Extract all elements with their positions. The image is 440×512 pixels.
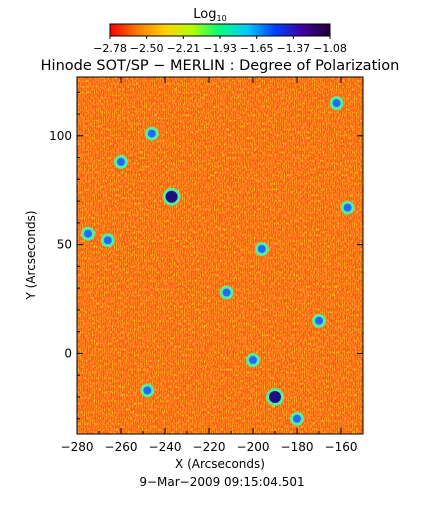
colorbar-ticks: −2.78 −2.50 −2.21 −1.93 −1.65 −1.37 −1.08 [93, 36, 347, 55]
feature-spot [165, 190, 178, 203]
colorbar [109, 23, 331, 37]
x-tick-label: −240 [149, 440, 182, 454]
plot-frame [76, 76, 364, 435]
feature-spot [332, 99, 341, 108]
feature-spot [143, 386, 152, 395]
x-tick-label: −160 [325, 440, 358, 454]
footer-timestamp: 9−Mar−2009 09:15:04.501 [139, 475, 304, 489]
colorbar-tick-label: −2.50 [130, 42, 164, 55]
x-tick-label: −260 [105, 440, 138, 454]
feature-spot [269, 390, 281, 403]
x-tick-label: −180 [281, 440, 314, 454]
feature-spot [293, 414, 301, 423]
y-tick-label: 0 [64, 346, 72, 360]
colorbar-tick-label: −1.37 [276, 42, 310, 55]
feature-spot [84, 229, 92, 238]
chart-title: Hinode SOT/SP − MERLIN : Degree of Polar… [41, 58, 400, 74]
x-tick-label: −200 [237, 440, 270, 454]
feature-spot [117, 157, 125, 166]
y-tick-label: 50 [57, 238, 72, 252]
y-tick-label: 100 [49, 129, 72, 143]
feature-spot [147, 129, 156, 138]
feature-spot [249, 355, 257, 364]
colorbar-label: Log10 [193, 7, 226, 23]
colorbar-tick-label: −1.08 [313, 42, 347, 55]
feature-spot [343, 203, 352, 212]
feature-spot [257, 244, 266, 253]
feature-spot [103, 236, 112, 245]
x-tick-label: −220 [193, 440, 226, 454]
colorbar-tick-label: −1.93 [203, 42, 237, 55]
x-tick-label: −280 [61, 440, 94, 454]
feature-spot [315, 316, 323, 325]
colorbar-tick-label: −2.78 [93, 42, 127, 55]
feature-spot [222, 288, 231, 297]
colorbar-tick-label: −1.65 [240, 42, 274, 55]
polarization-map [77, 77, 363, 434]
colorbar-tick-label: −2.21 [166, 42, 200, 55]
y-axis-label: Y (Arcseconds) [24, 210, 38, 300]
x-axis-label: X (Arcseconds) [175, 457, 265, 471]
